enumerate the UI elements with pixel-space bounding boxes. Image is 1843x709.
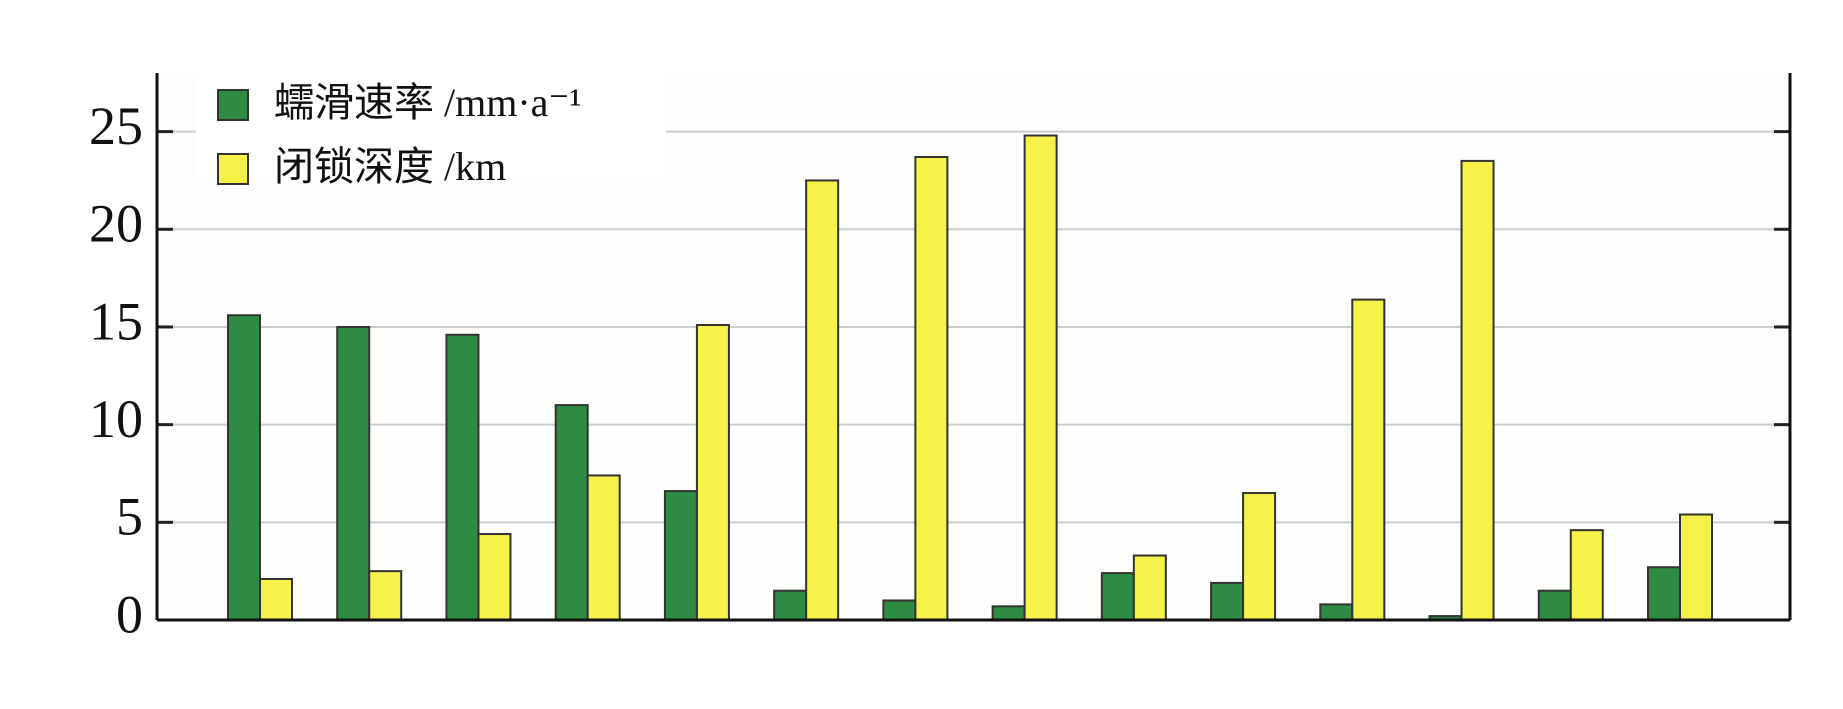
y-tick-label: 15 <box>89 291 143 351</box>
y-tick-label: 25 <box>89 96 143 156</box>
bar <box>663 490 698 622</box>
bar <box>227 314 261 621</box>
bar <box>336 325 371 621</box>
y-tick-label: 20 <box>89 194 143 254</box>
bar <box>805 179 840 621</box>
bar <box>1242 492 1277 621</box>
legend-swatch <box>217 89 249 121</box>
bar <box>1132 554 1167 622</box>
bar <box>882 599 917 622</box>
bar <box>914 156 949 621</box>
bar <box>554 404 589 621</box>
bar <box>445 333 480 621</box>
bar <box>1679 513 1713 621</box>
bar <box>477 533 512 621</box>
bar <box>695 324 730 621</box>
bar <box>1460 159 1495 622</box>
y-tick-label: 10 <box>89 389 143 449</box>
y-tick-label: 5 <box>116 487 143 547</box>
bar <box>586 474 621 621</box>
legend-label: 蠕滑速率 /mm·a⁻¹ <box>274 80 582 125</box>
legend-box <box>196 73 666 183</box>
legend-label: 闭锁深度 /km <box>274 144 506 189</box>
bar <box>259 577 293 621</box>
bar <box>1023 134 1058 621</box>
bar <box>1537 589 1572 621</box>
bar <box>1647 566 1681 622</box>
legend-swatch <box>217 153 249 185</box>
bar <box>368 570 403 621</box>
bar <box>991 605 1026 622</box>
y-tick-label: 0 <box>116 584 143 644</box>
bar <box>1210 581 1245 621</box>
bar <box>773 589 808 621</box>
bar <box>1100 572 1135 621</box>
bar <box>1319 603 1354 621</box>
bar <box>1569 529 1604 622</box>
bar <box>1351 298 1386 621</box>
